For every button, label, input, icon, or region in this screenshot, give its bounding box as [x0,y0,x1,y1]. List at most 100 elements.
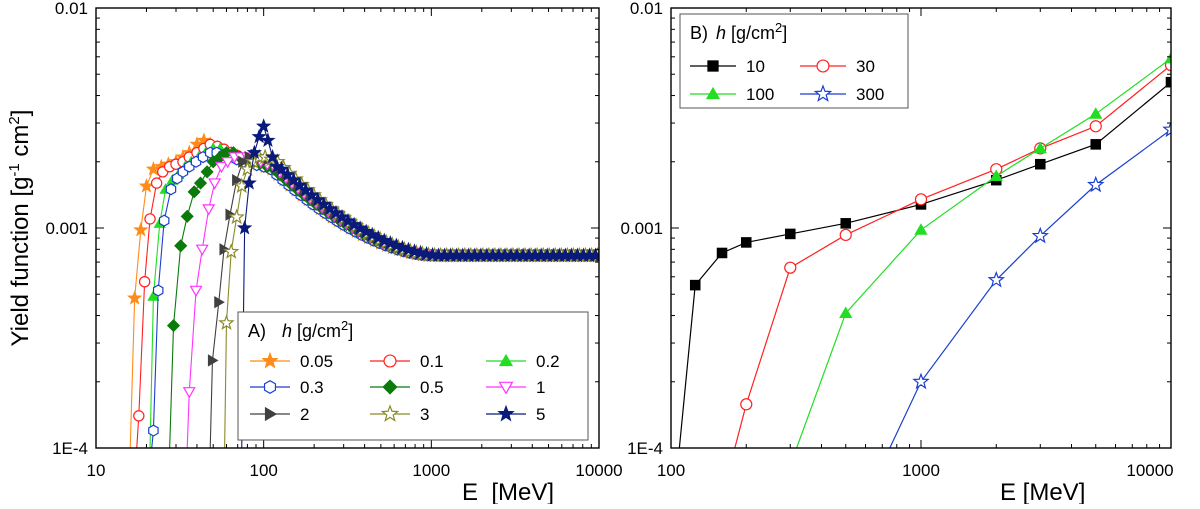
panel-a-legend-unit: [g/cm [292,321,341,341]
data-point [352,220,368,235]
panel-b-ticks [670,7,1172,449]
panel-a-legend-box [237,311,589,441]
data-point [1090,139,1102,150]
legend-label: 2 [300,405,309,424]
data-point [914,193,928,206]
data-point [158,214,170,227]
panel-a-legend-unit-sup: 2 [341,318,348,333]
data-point [165,183,177,196]
data-point [241,175,257,190]
panel-b-legend: B) h [g/cm2] 10 30 100 300 [679,13,909,109]
panel-b-y-tick-label: 1E-4 [627,439,663,458]
legend-marker [498,353,514,367]
data-point [218,314,235,330]
legend-label: 30 [856,57,875,76]
panel-a-x-tick-label: 100 [250,461,278,480]
data-point [264,149,281,164]
legend-label: 100 [746,85,774,104]
data-point [133,410,145,422]
legend-marker [261,351,279,369]
legend-marker [498,381,514,395]
y-axis-title-main: Yield function [g [7,177,34,347]
data-point [150,177,163,189]
data-point [1089,107,1103,119]
data-point [180,209,194,223]
panel-a-legend-prefix: A) [248,321,266,341]
data-point [740,398,753,411]
data-point [174,239,188,253]
data-point [208,178,222,190]
series-100 [796,51,1171,448]
data-point [716,247,728,259]
panel-b-tick-labels: 100 1000 10000 1E-4 0.001 0.01 [620,0,1173,480]
data-point [987,270,1006,288]
data-point [989,169,1003,182]
legend-entry-100: 100 [690,85,774,104]
data-point [587,247,599,263]
legend-entry-0_1: 0.1 [370,352,444,371]
legend-label: 300 [856,85,884,104]
panel-a-legend-var: h [282,321,292,341]
data-point [328,204,344,220]
data-point [219,146,234,160]
data-point [193,176,208,190]
series-10 [678,76,1171,448]
legend-entry-5: 5 [486,404,545,424]
data-point [133,221,149,237]
legend-label: 0.05 [300,352,333,371]
series-line [678,81,1171,448]
panel-a-legend: A) h [g/cm2] 0.05 0.1 0.20.3 0.5 12 3 5 [237,311,589,441]
data-point [144,213,156,225]
panel-b-legend-prefix: B) [690,23,708,43]
data-point [147,290,160,301]
data-point [1031,226,1050,244]
panel-b-legend-entries: 10 30 100 300 [690,57,884,104]
panel-a-x-tick-label: 10000 [575,461,622,480]
panel-a-ticks [95,7,600,449]
data-point [200,165,214,179]
data-point [364,226,380,242]
panel-b-legend-var: h [716,23,726,43]
panel-b: 100 1000 10000 1E-4 0.001 0.01 E [MeV] B… [620,0,1173,506]
legend-entry-0_05: 0.05 [250,351,333,371]
legend-entry-3: 3 [370,404,429,424]
panel-a-y-tick-label: 0.01 [55,0,88,18]
y-axis-title-sup2: 2 [6,116,23,124]
data-point [1089,120,1102,133]
legend-entry-10: 10 [690,57,765,76]
data-point [222,243,240,259]
panel-b-legend-unit-sup: 2 [775,20,782,35]
data-point [166,319,181,333]
data-point [207,354,219,367]
data-point [214,161,228,174]
data-point [189,285,203,297]
data-point [256,118,272,133]
series-30 [734,58,1171,448]
data-point [138,276,151,288]
panel-b-plot-area [678,51,1171,448]
legend-marker [263,380,277,394]
panel-a-y-tick-label: 0.001 [45,219,88,238]
data-point [214,296,225,309]
data-point [1086,175,1105,193]
legend-entry-1: 1 [486,378,545,397]
panel-b-legend-unit-end: ] [782,23,787,43]
data-point [839,306,853,319]
y-axis-title-mid: cm [7,125,34,164]
data-point [273,161,290,176]
panel-a-x-tick-label: 1000 [412,461,450,480]
data-point [202,204,216,216]
data-point [126,290,143,305]
series-line [889,129,1171,448]
data-point [251,128,267,144]
data-point [1165,76,1171,88]
legend-marker [707,60,719,72]
data-point [340,212,356,228]
data-point [334,209,350,224]
data-point [1033,141,1047,154]
legend-label: 10 [746,57,765,76]
legend-label: 0.1 [420,352,444,371]
panel-a-x-axis-title: E [MeV] [462,479,554,504]
panel-a-plot-area [126,118,599,448]
